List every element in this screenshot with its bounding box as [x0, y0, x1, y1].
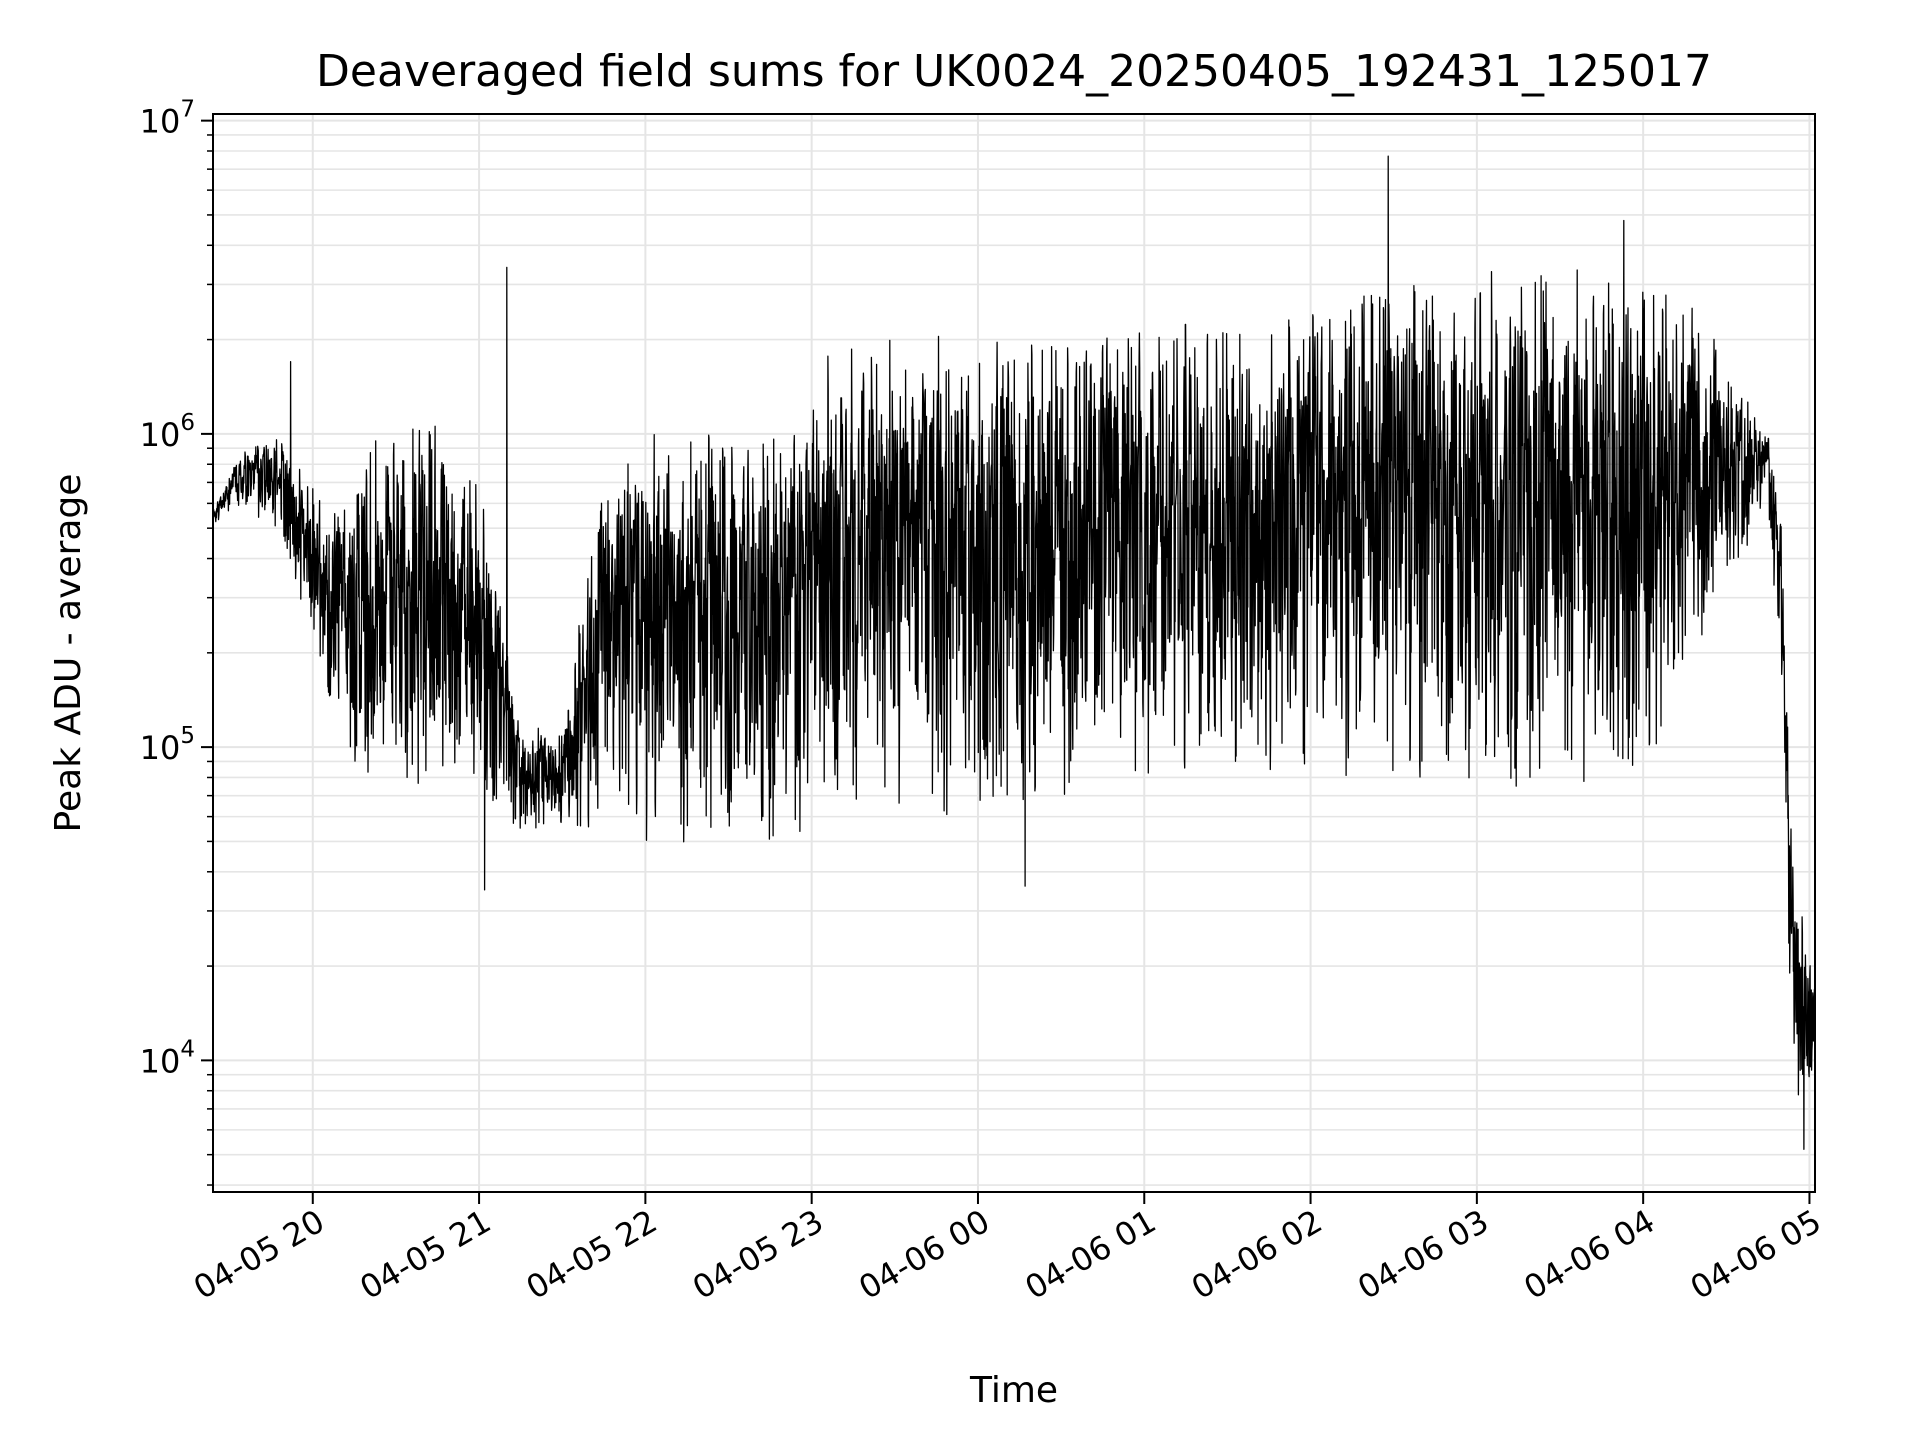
x-tick-label: 04-06 03 — [1351, 1202, 1495, 1307]
y-tick-label: 104 — [140, 1036, 195, 1080]
x-axis: 04-05 20 04-05 21 04-05 22 04-05 23 04-06 00… — [187, 1192, 1827, 1307]
x-tick-label: 04-06 05 — [1684, 1202, 1828, 1307]
x-tick-label: 04-06 02 — [1185, 1202, 1329, 1307]
y-axis-label: Peak ADU - average — [48, 474, 89, 833]
x-tick-label: 04-05 23 — [686, 1202, 830, 1307]
x-tick-label: 04-05 20 — [187, 1202, 331, 1307]
series-line-group — [212, 155, 1816, 1150]
series-line — [212, 155, 1816, 1150]
chart-title: Deaveraged field sums for UK0024_2025040… — [316, 46, 1712, 97]
y-tick-label: 107 — [140, 97, 195, 141]
y-tick-label: 106 — [140, 410, 195, 454]
grid — [213, 114, 1815, 1192]
x-tick-label: 04-06 00 — [852, 1202, 996, 1307]
x-tick-label: 04-05 21 — [353, 1202, 497, 1307]
x-tick-label: 04-05 22 — [520, 1202, 664, 1307]
y-axis: 104 105 106 107 — [140, 97, 213, 1186]
y-tick-label: 105 — [140, 723, 195, 767]
x-axis-label: Time — [969, 1370, 1058, 1411]
x-tick-label: 04-06 01 — [1019, 1202, 1163, 1307]
x-tick-label: 04-06 04 — [1518, 1202, 1662, 1307]
